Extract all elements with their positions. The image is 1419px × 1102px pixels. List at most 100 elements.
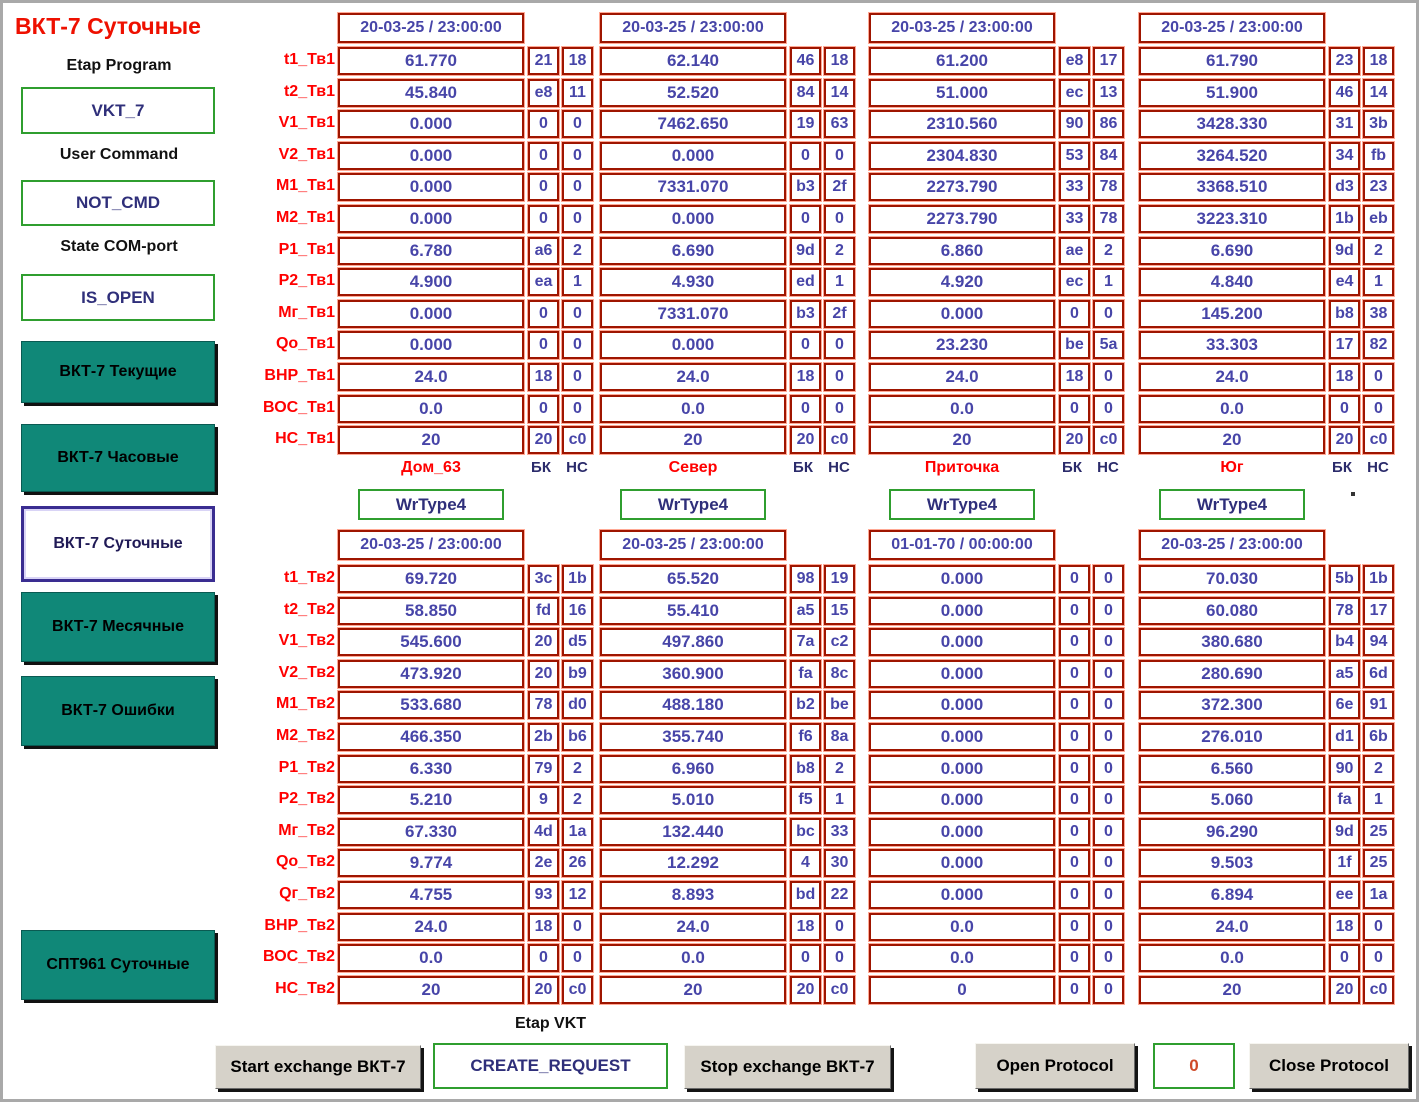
user-command-field[interactable]: NOT_CMD — [21, 180, 215, 226]
nc-cell: 17 — [1092, 46, 1125, 76]
row-label: t1_Тв2 — [283, 569, 335, 586]
sidebar-button-vkt7-daily[interactable]: ВКТ-7 Суточные — [21, 506, 215, 582]
bk-cell: d3 — [1328, 172, 1361, 203]
sidebar-button-spt961-daily[interactable]: СПТ961 Суточные — [21, 930, 215, 1000]
etap-program-field[interactable]: VKT_7 — [21, 87, 215, 134]
nc-cell: c0 — [823, 425, 856, 456]
row-label: ВНР_Тв1 — [264, 367, 335, 384]
timestamp-field: 20-03-25 / 23:00:00 — [1138, 12, 1326, 44]
sidebar-button-vkt7-current[interactable]: ВКТ-7 Текущие — [21, 341, 215, 403]
row-label: t1_Тв1 — [283, 51, 335, 68]
bk-cell: a5 — [1328, 658, 1361, 689]
nc-cell: 23 — [1362, 172, 1395, 203]
nc-cell: 6d — [1362, 658, 1395, 689]
wrtype-field[interactable]: WrType4 — [1159, 489, 1305, 520]
timestamp-field: 20-03-25 / 23:00:00 — [599, 529, 787, 561]
value-cell: 0.000 — [337, 298, 525, 329]
nc-cell: d0 — [561, 690, 594, 721]
value-cell: 488.180 — [599, 690, 787, 721]
nc-cell: 25 — [1362, 816, 1395, 847]
value-cell: 55.410 — [599, 595, 787, 626]
bk-cell: 18 — [1328, 362, 1361, 392]
nc-cell: 0 — [823, 204, 856, 234]
value-cell: 4.930 — [599, 267, 787, 298]
value-cell: 497.860 — [599, 627, 787, 658]
value-cell: 0.000 — [868, 816, 1056, 847]
value-cell: 65.520 — [599, 564, 787, 594]
wrtype-field[interactable]: WrType4 — [889, 489, 1035, 520]
create-request-field[interactable]: CREATE_REQUEST — [433, 1043, 668, 1089]
value-cell: 0.000 — [337, 330, 525, 361]
nc-cell: 18 — [823, 46, 856, 76]
sidebar-button-vkt7-monthly[interactable]: ВКТ-7 Месячные — [21, 592, 215, 662]
state-com-port-field[interactable]: IS_OPEN — [21, 274, 215, 321]
nc-cell: 0 — [561, 172, 594, 203]
nc-cell: 2f — [823, 298, 856, 329]
bk-cell: 78 — [527, 690, 560, 721]
bk-cell: 0 — [1058, 627, 1091, 658]
value-cell: 0.000 — [599, 330, 787, 361]
value-cell: 6.780 — [337, 235, 525, 266]
value-cell: 5.210 — [337, 785, 525, 816]
nc-cell: 2 — [1362, 753, 1395, 784]
bk-cell: 53 — [1058, 140, 1091, 171]
bk-cell: 18 — [789, 911, 822, 942]
nc-cell: 0 — [561, 330, 594, 361]
nc-cell: 0 — [1362, 911, 1395, 942]
nc-cell: 8c — [823, 658, 856, 689]
row-label: ВОС_Тв1 — [263, 398, 335, 416]
bk-cell: 0 — [527, 172, 560, 203]
nc-cell: 0 — [823, 140, 856, 171]
value-cell: 276.010 — [1138, 722, 1326, 752]
bk-cell: 0 — [1058, 911, 1091, 942]
sidebar-button-vkt7-hourly[interactable]: ВКТ-7 Часовые — [21, 424, 215, 492]
close-protocol-button[interactable]: Close Protocol — [1249, 1043, 1409, 1089]
bk-cell: 0 — [527, 393, 560, 424]
nc-cell: 0 — [1092, 564, 1125, 594]
value-cell: 533.680 — [337, 690, 525, 721]
nc-cell: 1 — [561, 267, 594, 298]
nc-cell: 94 — [1362, 627, 1395, 658]
bk-cell: 46 — [1328, 77, 1361, 108]
bk-cell: 0 — [789, 330, 822, 361]
nc-cell: 84 — [1092, 140, 1125, 171]
bk-cell: 1f — [1328, 848, 1361, 879]
nc-cell: 0 — [1362, 943, 1395, 974]
timestamp-field: 20-03-25 / 23:00:00 — [599, 12, 787, 44]
row-label: Р1_Тв2 — [278, 758, 335, 776]
bk-cell: 2b — [527, 722, 560, 752]
wrtype-field[interactable]: WrType4 — [620, 489, 766, 520]
row-label: Р2_Тв2 — [278, 790, 335, 808]
nc-cell: fb — [1362, 140, 1395, 171]
row-label: V1_Тв2 — [278, 632, 335, 650]
open-protocol-button[interactable]: Open Protocol — [975, 1043, 1135, 1089]
bk-cell: 0 — [789, 943, 822, 974]
bk-cell: 84 — [789, 77, 822, 108]
value-cell: 473.920 — [337, 658, 525, 689]
nc-cell: 14 — [1362, 77, 1395, 108]
bk-cell: 20 — [527, 974, 560, 1005]
nc-cell: 0 — [1092, 722, 1125, 752]
nc-cell: d5 — [561, 627, 594, 658]
sidebar-button-vkt7-errors[interactable]: ВКТ-7 Ошибки — [21, 676, 215, 746]
start-exchange-button[interactable]: Start exchange ВКТ-7 — [215, 1045, 421, 1089]
value-cell: 0.000 — [868, 564, 1056, 594]
nc-cell: 0 — [1092, 690, 1125, 721]
row-label: t2_Тв2 — [283, 600, 335, 618]
dot-mark — [1351, 492, 1355, 496]
stop-exchange-button[interactable]: Stop exchange ВКТ-7 — [684, 1045, 891, 1089]
value-cell: 20 — [337, 974, 525, 1005]
value-cell: 0.0 — [599, 943, 787, 974]
protocol-counter-field[interactable]: 0 — [1153, 1043, 1235, 1089]
value-cell: 0.000 — [337, 172, 525, 203]
row-label: М1_Тв1 — [275, 177, 335, 195]
value-cell: 24.0 — [337, 362, 525, 392]
bk-cell: 20 — [789, 425, 822, 456]
value-cell: 20 — [599, 425, 787, 456]
value-cell: 355.740 — [599, 722, 787, 752]
value-cell: 20 — [868, 425, 1056, 456]
wrtype-field[interactable]: WrType4 — [358, 489, 504, 520]
value-cell: 0.000 — [337, 140, 525, 171]
nc-cell: 2 — [823, 753, 856, 784]
